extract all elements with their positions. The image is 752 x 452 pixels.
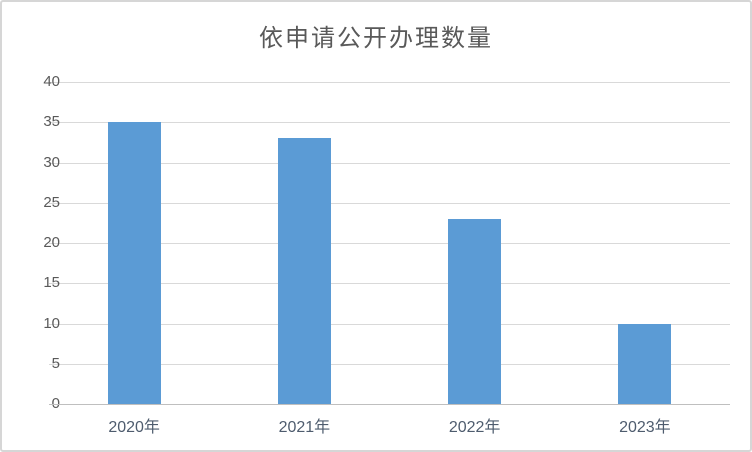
y-tick-label-0: 0 [2,395,60,412]
bar-2020年 [107,122,161,404]
gridline-y15 [49,283,730,285]
x-category-label-2022年: 2022年 [448,419,501,436]
gridline-y25 [49,202,730,204]
gridline-y40 [49,82,730,83]
gridline-y35 [49,122,730,124]
chart-title: 依申请公开办理数量 [259,24,493,52]
gridline-y20 [49,243,730,244]
y-tick-label-5: 5 [51,354,60,372]
bar-2021年 [277,138,331,404]
y-tick-label-30: 30 [43,153,60,171]
y-tick-label-40: 40 [43,73,60,90]
x-category-label-2021年: 2021年 [278,419,331,436]
y-tick-label-15: 15 [43,274,60,292]
x-axis-line [49,404,730,405]
y-tick-label-20: 20 [43,234,60,251]
x-category-label-2020年: 2020年 [108,419,160,436]
bar-2022年 [448,218,502,404]
x-category-label-2023年: 2023年 [619,419,671,436]
y-tick-label-25: 25 [43,193,60,211]
y-tick-label-35: 35 [43,113,60,131]
bar-2023年 [618,323,672,404]
gridline-y5 [49,363,730,365]
gridline-y10 [49,323,730,325]
gridline-y30 [49,162,730,164]
y-tick-label-10: 10 [43,314,60,332]
